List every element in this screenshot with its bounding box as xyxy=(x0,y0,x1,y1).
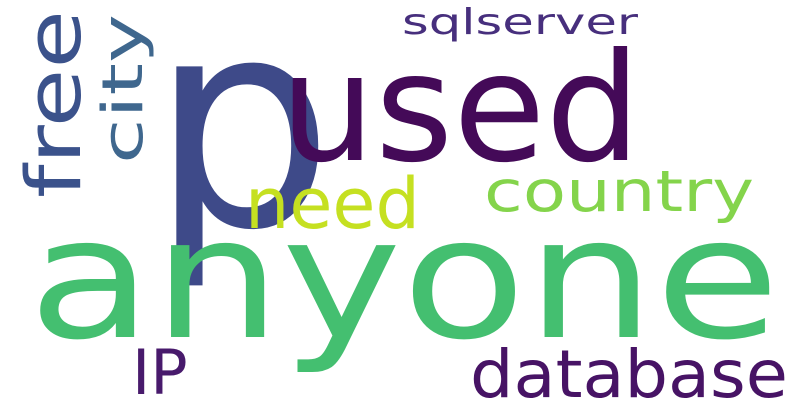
word-need: need xyxy=(245,163,420,245)
word-sqlserver: sqlserver xyxy=(402,2,638,43)
word-ip: IP xyxy=(132,336,188,400)
word-country: country xyxy=(484,159,754,225)
word-city: city xyxy=(91,14,156,164)
word-free: free xyxy=(9,10,98,198)
word-database: database xyxy=(470,336,788,400)
